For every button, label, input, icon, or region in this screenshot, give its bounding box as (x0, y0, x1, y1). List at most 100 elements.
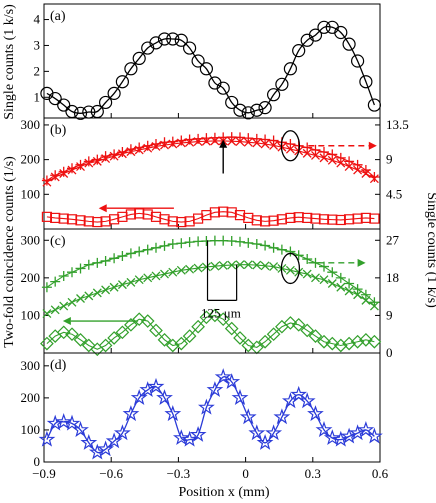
data-point (311, 151, 320, 160)
data-point (83, 259, 94, 270)
panel-3: (c) 100 200 300 0 9 18 27 125 μm (21, 228, 400, 360)
data-point (115, 325, 130, 340)
x-tick-label: 0.3 (305, 466, 321, 481)
data-point (216, 312, 231, 327)
arrow-head (368, 141, 377, 150)
data-point (83, 156, 94, 167)
data-point (267, 88, 281, 102)
data-point (350, 334, 365, 349)
data-point (336, 158, 346, 168)
data-point (140, 314, 155, 328)
right-tick-label: 9 (386, 152, 393, 167)
data-point (168, 139, 178, 149)
data-point (117, 280, 127, 290)
data-point (333, 338, 348, 353)
data-point (276, 244, 287, 255)
data-point (142, 209, 153, 220)
data-point (233, 331, 247, 345)
right-axis-title: Single counts (1 k/s) (424, 192, 436, 308)
fit-curve (46, 25, 376, 114)
y-tick-label: 100 (21, 186, 41, 201)
data-point (142, 244, 153, 255)
data-point (308, 28, 323, 42)
data-point (80, 433, 98, 450)
data-point (50, 276, 61, 287)
data-point (76, 162, 85, 172)
data-point (132, 51, 146, 66)
data-point (151, 242, 161, 253)
data-point (42, 177, 52, 187)
data-point (107, 86, 121, 100)
arrow-head (219, 139, 228, 148)
data-point (268, 215, 279, 226)
data-point (367, 98, 381, 112)
data-point (218, 260, 228, 270)
data-point (268, 135, 279, 146)
data-point (251, 215, 262, 226)
data-point (48, 91, 62, 106)
data-point (283, 62, 297, 76)
data-point (302, 212, 313, 223)
data-point (252, 260, 262, 270)
data-point (40, 336, 54, 351)
data-point (226, 207, 237, 218)
data-point (325, 336, 340, 351)
data-point (209, 207, 221, 218)
data-point (327, 279, 337, 288)
data-point (258, 101, 272, 115)
data-point (269, 262, 279, 272)
data-point (84, 291, 94, 301)
data-point (113, 424, 131, 441)
data-point (310, 144, 321, 155)
data-point (283, 316, 298, 330)
data-point (58, 213, 69, 224)
data-point (248, 424, 266, 441)
data-point (231, 389, 249, 405)
data-point (273, 408, 291, 425)
data-point (122, 405, 140, 422)
data-point (57, 98, 71, 112)
data-point (201, 136, 211, 146)
data-point (126, 277, 136, 287)
data-point (335, 272, 346, 283)
data-point (250, 103, 264, 117)
data-point (302, 142, 313, 153)
data-point (46, 414, 64, 431)
data-point (151, 271, 161, 281)
data-point (344, 156, 355, 167)
data-point (65, 327, 79, 342)
data-point (134, 275, 144, 285)
data-point (67, 297, 77, 307)
data-point (98, 95, 113, 110)
data-point (298, 392, 316, 409)
data-point (352, 213, 363, 224)
data-point (124, 62, 138, 76)
data-point (235, 137, 245, 147)
data-point (176, 265, 186, 275)
data-point (206, 381, 224, 397)
data-point (157, 332, 172, 347)
data-point (134, 246, 145, 257)
data-point (327, 149, 338, 160)
data-point (174, 33, 188, 47)
data-point (50, 172, 60, 182)
y-tick-label: 4 (34, 12, 41, 27)
panel-label: (a) (50, 9, 66, 24)
data-point (176, 216, 187, 228)
left-axis-title-bottom: Two-fold coincidence counts (1/s) (2, 156, 17, 348)
data-point (149, 323, 163, 338)
y-tick-label: 100 (21, 422, 41, 437)
data-point (353, 290, 363, 300)
data-point (182, 329, 197, 343)
data-point (218, 235, 229, 246)
data-point (124, 317, 138, 332)
y-tick-label: 100 (21, 307, 41, 322)
data-point (67, 267, 77, 278)
data-point (201, 262, 211, 272)
data-point (225, 95, 239, 110)
data-point (243, 137, 253, 147)
data-point (84, 158, 94, 168)
data-point (42, 309, 52, 319)
data-point (260, 240, 271, 251)
